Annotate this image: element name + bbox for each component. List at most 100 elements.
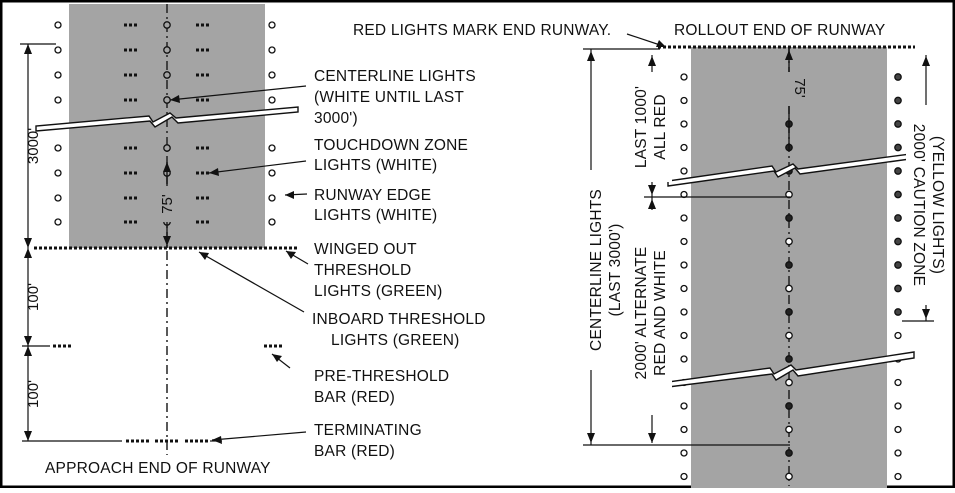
dim-75-left: 75' [159,194,176,214]
callout-line: PRE-THRESHOLD [314,368,449,385]
edge-light-right [268,46,276,54]
edge-light-left [680,73,688,81]
dim-75-right: 75' [791,78,808,98]
centerline-light [163,96,171,104]
edge-light-right [268,218,276,226]
callout-line: LIGHTS (GREEN) [331,332,460,349]
centerline-lights-callout: CENTERLINE LIGHTS (WHITE UNTIL LAST 3000… [314,68,476,127]
caution-zone-light [894,167,902,175]
inboard-threshold-callout: INBOARD THRESHOLD LIGHTS (GREEN) [312,311,486,349]
centerline-light [785,190,793,199]
width-75-dimension-right [780,48,798,150]
edge-light-left [680,308,688,316]
caution-zone-label: (YELLOW LIGHTS) [929,136,946,274]
edge-light-left [54,21,62,29]
centerline-light [785,214,793,222]
left-leader-lines [169,85,309,441]
edge-light-right [894,425,902,434]
edge-light-left [54,71,62,79]
centerline-light [163,144,171,152]
edge-light-left [680,355,688,363]
winged-out-callout: WINGED OUT THRESHOLD LIGHTS (GREEN) [314,241,443,300]
caution-zone-light [894,308,902,316]
centerline-light [785,261,793,269]
dim-100-upper: 100' [25,283,42,311]
rollout-end-title: ROLLOUT END OF RUNWAY [674,22,885,39]
caution-zone-light [894,190,902,199]
approach-end-panel: 3000' 100' 100' 75' CENTERLINE LIGHTS (W… [20,4,486,477]
edge-light-left [680,120,688,128]
edge-light-left [680,261,688,269]
edge-light-left [54,96,62,104]
edge-light-right [894,449,902,457]
left-lights [54,21,276,226]
centerline-light [163,71,171,79]
left-dimension-arrows [24,44,32,441]
caution-zone-light [894,261,902,269]
callout-line: 3000') [314,110,358,127]
centerline-light [785,237,793,246]
edge-light-right [894,472,902,481]
top-note-arrowhead [656,40,666,47]
touchdown-zone-callout: TOUCHDOWN ZONE LIGHTS (WHITE) [314,137,468,174]
caution-zone-light [894,143,902,152]
centerline-light [785,472,793,481]
width-75-dimension-left [158,162,176,248]
centerline-lights-rotated: CENTERLINE LIGHTS [588,189,605,351]
callout-line: WINGED OUT [314,241,417,258]
runway-edge-callout: RUNWAY EDGE LIGHTS (WHITE) [314,187,437,224]
callout-line: RUNWAY EDGE [314,187,431,204]
edge-light-right [894,331,902,340]
edge-light-left [680,331,688,340]
edge-light-right [268,144,276,152]
edge-light-left [680,143,688,152]
red-lights-note: RED LIGHTS MARK END RUNWAY. [353,22,611,39]
runway-break-right-lower [667,351,915,388]
callout-line: BAR (RED) [314,443,395,460]
callout-line: LIGHTS (GREEN) [314,283,443,300]
edge-light-right [268,71,276,79]
rollout-end-panel: 75' CENTERLINE LIGHTS (LAST 30 [353,22,946,488]
callout-line: TERMINATING [314,422,422,439]
edge-light-right [268,194,276,202]
centerline-light [785,331,793,340]
callout-line: TOUCHDOWN ZONE [314,137,468,154]
edge-light-right [894,378,902,387]
alternate-label: 2000' ALTERNATE [633,247,650,380]
edge-light-left [54,218,62,226]
centerline-light [785,355,793,363]
label-gap [582,170,602,370]
edge-light-left [680,425,688,434]
caution-zone-light [894,284,902,293]
edge-light-right [268,169,276,177]
left-leader-arrowheads [170,95,296,444]
centerline-light [785,449,793,457]
callout-line: LIGHTS (WHITE) [314,157,437,174]
centerline-lights-rotated: (LAST 3000') [607,224,624,317]
runway-break-left [35,106,299,132]
edge-light-left [680,402,688,410]
label-gap [630,72,672,182]
caution-zone-label: 2000' CAUTION ZONE [910,124,927,286]
edge-light-left [680,449,688,457]
callout-line: INBOARD THRESHOLD [312,311,486,328]
edge-light-left [680,284,688,293]
centerline-light [785,378,793,387]
last-1000-label: LAST 1000' [633,86,650,168]
pre-threshold-callout: PRE-THRESHOLD BAR (RED) [314,368,449,406]
callout-line: BAR (RED) [314,389,395,406]
centerline-light [785,425,793,434]
terminating-callout: TERMINATING BAR (RED) [314,422,422,460]
dim-3000: 3000' [25,128,42,164]
edge-light-left [680,237,688,246]
last-1000-label: ALL RED [652,94,669,159]
centerline-light [163,21,171,29]
edge-light-right [268,21,276,29]
label-gap [630,210,672,415]
callout-line: LIGHTS (WHITE) [314,207,437,224]
callout-line: CENTERLINE LIGHTS [314,68,476,85]
centerline-light [785,402,793,410]
edge-light-left [54,144,62,152]
centerline-light [785,284,793,293]
